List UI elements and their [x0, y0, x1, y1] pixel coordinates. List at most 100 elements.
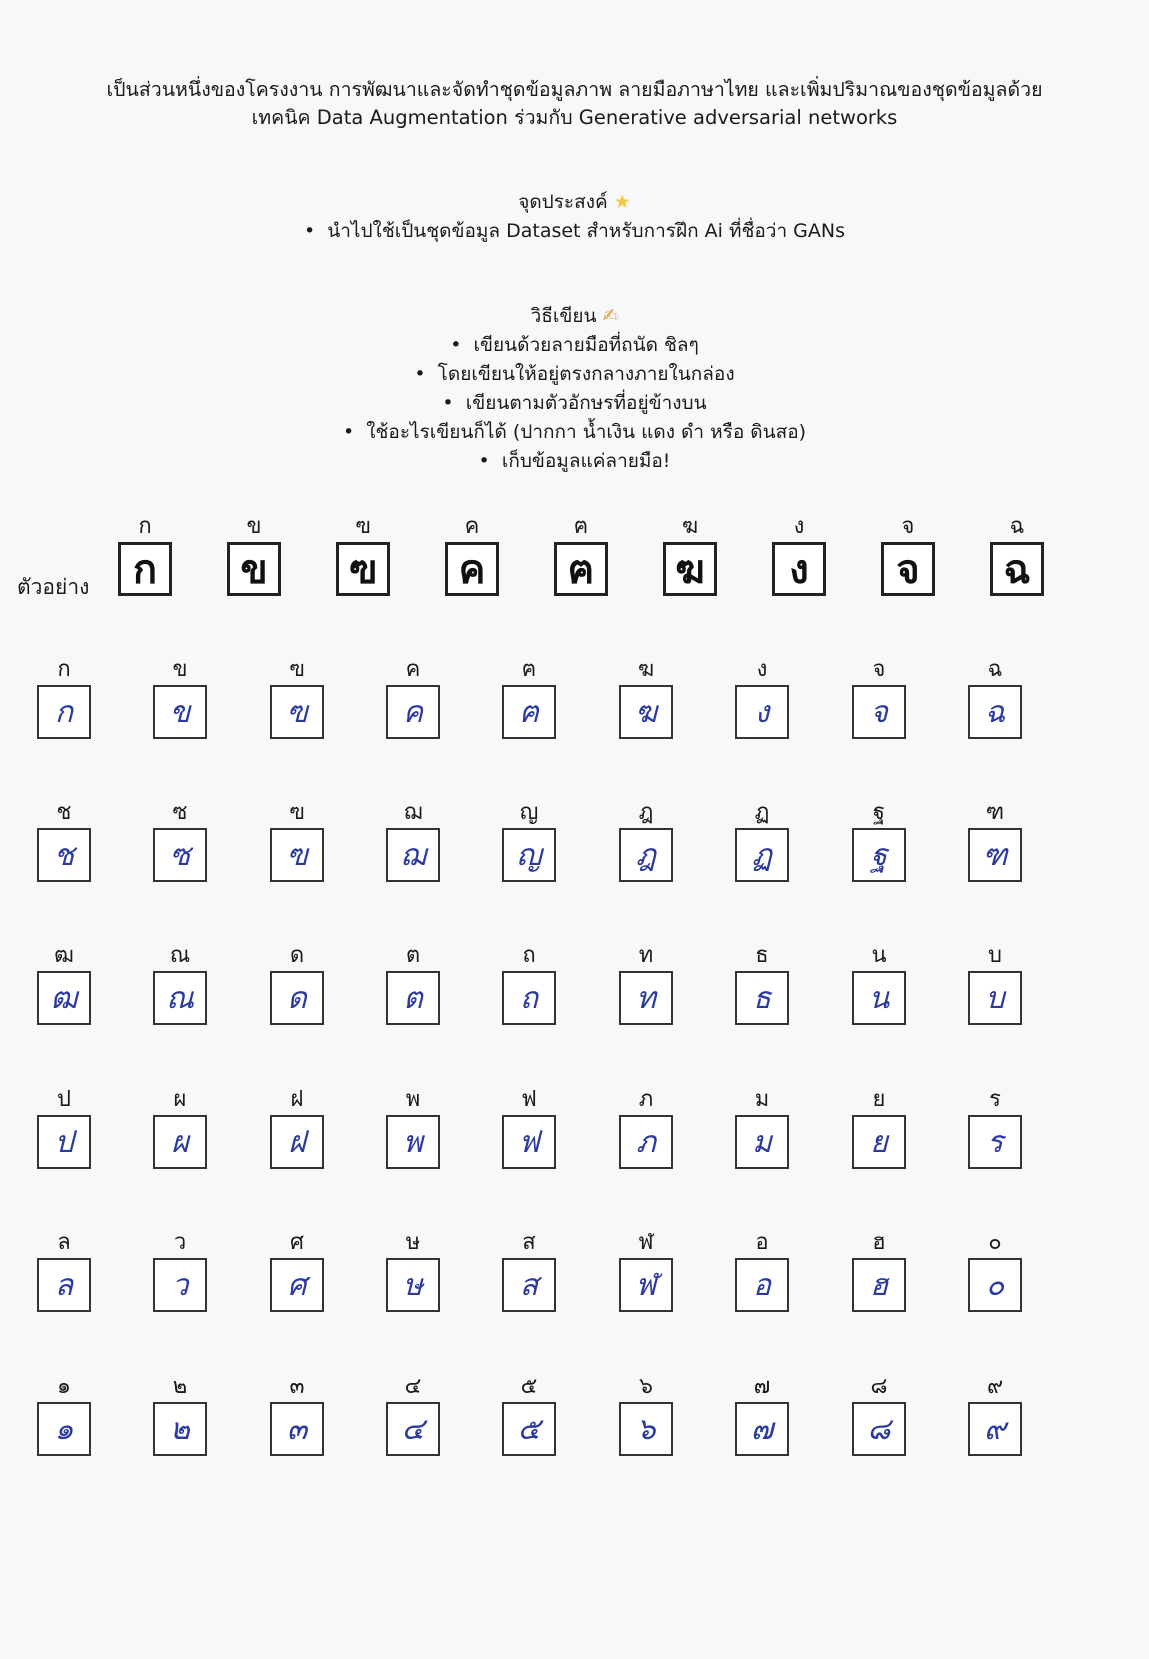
handwritten-glyph: ๗ [750, 1411, 774, 1447]
writing-box[interactable]: ณ [153, 971, 207, 1025]
handwritten-glyph: ฒ [50, 980, 78, 1016]
writing-box[interactable]: ฉ [968, 685, 1022, 739]
example-label-char: ง [793, 514, 805, 539]
writing-cell: ปป [37, 1087, 91, 1169]
handwritten-glyph: ข [169, 694, 191, 730]
writing-box[interactable]: ญ [502, 828, 556, 882]
writing-box[interactable]: ๘ [852, 1402, 906, 1456]
writing-cell: ฒฒ [37, 943, 91, 1025]
example-cell: ฃฃ [336, 514, 390, 596]
writing-box[interactable]: ผ [153, 1115, 207, 1169]
writing-cell: ๔๔ [386, 1374, 440, 1456]
writing-box[interactable]: ว [153, 1258, 207, 1312]
writing-box[interactable]: ม [735, 1115, 789, 1169]
writing-box[interactable]: ส [502, 1258, 556, 1312]
writing-box[interactable]: ซ [153, 828, 207, 882]
writing-box[interactable]: ๙ [968, 1402, 1022, 1456]
writing-box[interactable]: ฅ [502, 685, 556, 739]
writing-box[interactable]: ฟ [502, 1115, 556, 1169]
writing-box[interactable]: ษ [386, 1258, 440, 1312]
writing-box[interactable]: ฌ [386, 828, 440, 882]
writing-label-char: ๒ [172, 1374, 188, 1399]
writing-box[interactable]: ธ [735, 971, 789, 1025]
writing-box[interactable]: พ [386, 1115, 440, 1169]
writing-label-char: ฑ [985, 800, 1005, 825]
writing-label-char: ล [57, 1230, 71, 1255]
example-label: ตัวอย่าง [17, 575, 90, 599]
writing-label-char: ม [754, 1087, 770, 1112]
writing-box[interactable]: ๓ [270, 1402, 324, 1456]
writing-box[interactable]: ๐ [968, 1258, 1022, 1312]
writing-box[interactable]: ท [619, 971, 673, 1025]
writing-box[interactable]: ๔ [386, 1402, 440, 1456]
writing-label-char: ร [989, 1087, 1001, 1112]
writing-cell: ณณ [153, 943, 207, 1025]
writing-label-char: ว [173, 1230, 187, 1255]
writing-box[interactable]: ล [37, 1258, 91, 1312]
writing-cell: ฮฮ [852, 1230, 906, 1312]
writing-box[interactable]: อ [735, 1258, 789, 1312]
writing-box[interactable]: ค [386, 685, 440, 739]
writing-label-char: ฎ [638, 800, 654, 825]
writing-label-char: ฟ [521, 1087, 537, 1112]
writing-box[interactable]: ต [386, 971, 440, 1025]
writing-cell: รร [968, 1087, 1022, 1169]
writing-box[interactable]: ฝ [270, 1115, 324, 1169]
example-cell: ฉฉ [990, 514, 1044, 596]
example-cell: ฆฆ [663, 514, 717, 596]
handwritten-glyph: ฎ [635, 837, 657, 873]
handwritten-glyph: ๒ [170, 1411, 190, 1447]
writing-label-char: พ [405, 1087, 421, 1112]
writing-box[interactable]: ๑ [37, 1402, 91, 1456]
writing-label-char: ฃ [289, 800, 305, 825]
handwritten-glyph: ๑ [54, 1411, 74, 1447]
howto-bullet: เก็บข้อมูลแค่ลายมือ! [0, 447, 1149, 476]
writing-box[interactable]: ถ [502, 971, 556, 1025]
writing-box[interactable]: ฐ [852, 828, 906, 882]
writing-box[interactable]: ฒ [37, 971, 91, 1025]
writing-box[interactable]: ฮ [852, 1258, 906, 1312]
writing-box[interactable]: ฎ [619, 828, 673, 882]
example-cell: คค [445, 514, 499, 596]
writing-box[interactable]: ป [37, 1115, 91, 1169]
writing-label-char: ย [872, 1087, 886, 1112]
writing-box[interactable]: ด [270, 971, 324, 1025]
writing-box[interactable]: ๒ [153, 1402, 207, 1456]
writing-box[interactable]: ศ [270, 1258, 324, 1312]
writing-box[interactable]: ข [153, 685, 207, 739]
writing-box[interactable]: ภ [619, 1115, 673, 1169]
writing-box[interactable]: ๖ [619, 1402, 673, 1456]
writing-box[interactable]: ฏ [735, 828, 789, 882]
writing-label-char: ศ [290, 1230, 304, 1255]
writing-label-char: ฏ [754, 800, 770, 825]
writing-cell: ออ [735, 1230, 789, 1312]
writing-cell: จจ [852, 657, 906, 739]
writing-box[interactable]: ก [37, 685, 91, 739]
writing-box[interactable]: ฑ [968, 828, 1022, 882]
writing-box[interactable]: ง [735, 685, 789, 739]
example-glyph: ฃ [348, 547, 378, 593]
writing-label-char: ญ [519, 800, 539, 825]
handwritten-glyph: ง [754, 694, 770, 730]
writing-box[interactable]: น [852, 971, 906, 1025]
writing-box[interactable]: จ [852, 685, 906, 739]
writing-box[interactable]: ๕ [502, 1402, 556, 1456]
writing-box[interactable]: ช [37, 828, 91, 882]
handwritten-glyph: ๕ [517, 1411, 541, 1447]
writing-box[interactable]: ฃ [270, 685, 324, 739]
writing-box[interactable]: ย [852, 1115, 906, 1169]
writing-label-char: ๑ [57, 1374, 71, 1399]
writing-box[interactable]: ฬ [619, 1258, 673, 1312]
writing-cell: ฅฅ [502, 657, 556, 739]
writing-cell: มม [735, 1087, 789, 1169]
writing-box[interactable]: บ [968, 971, 1022, 1025]
writing-cell: ฬฬ [619, 1230, 673, 1312]
writing-box[interactable]: ฃ [270, 828, 324, 882]
writing-box[interactable]: ฆ [619, 685, 673, 739]
example-cell: กก [118, 514, 172, 596]
handwritten-glyph: ศ [287, 1267, 307, 1303]
writing-box[interactable]: ๗ [735, 1402, 789, 1456]
writing-box[interactable]: ร [968, 1115, 1022, 1169]
writing-cell: ๒๒ [153, 1374, 207, 1456]
handwritten-glyph: ม [752, 1124, 772, 1160]
